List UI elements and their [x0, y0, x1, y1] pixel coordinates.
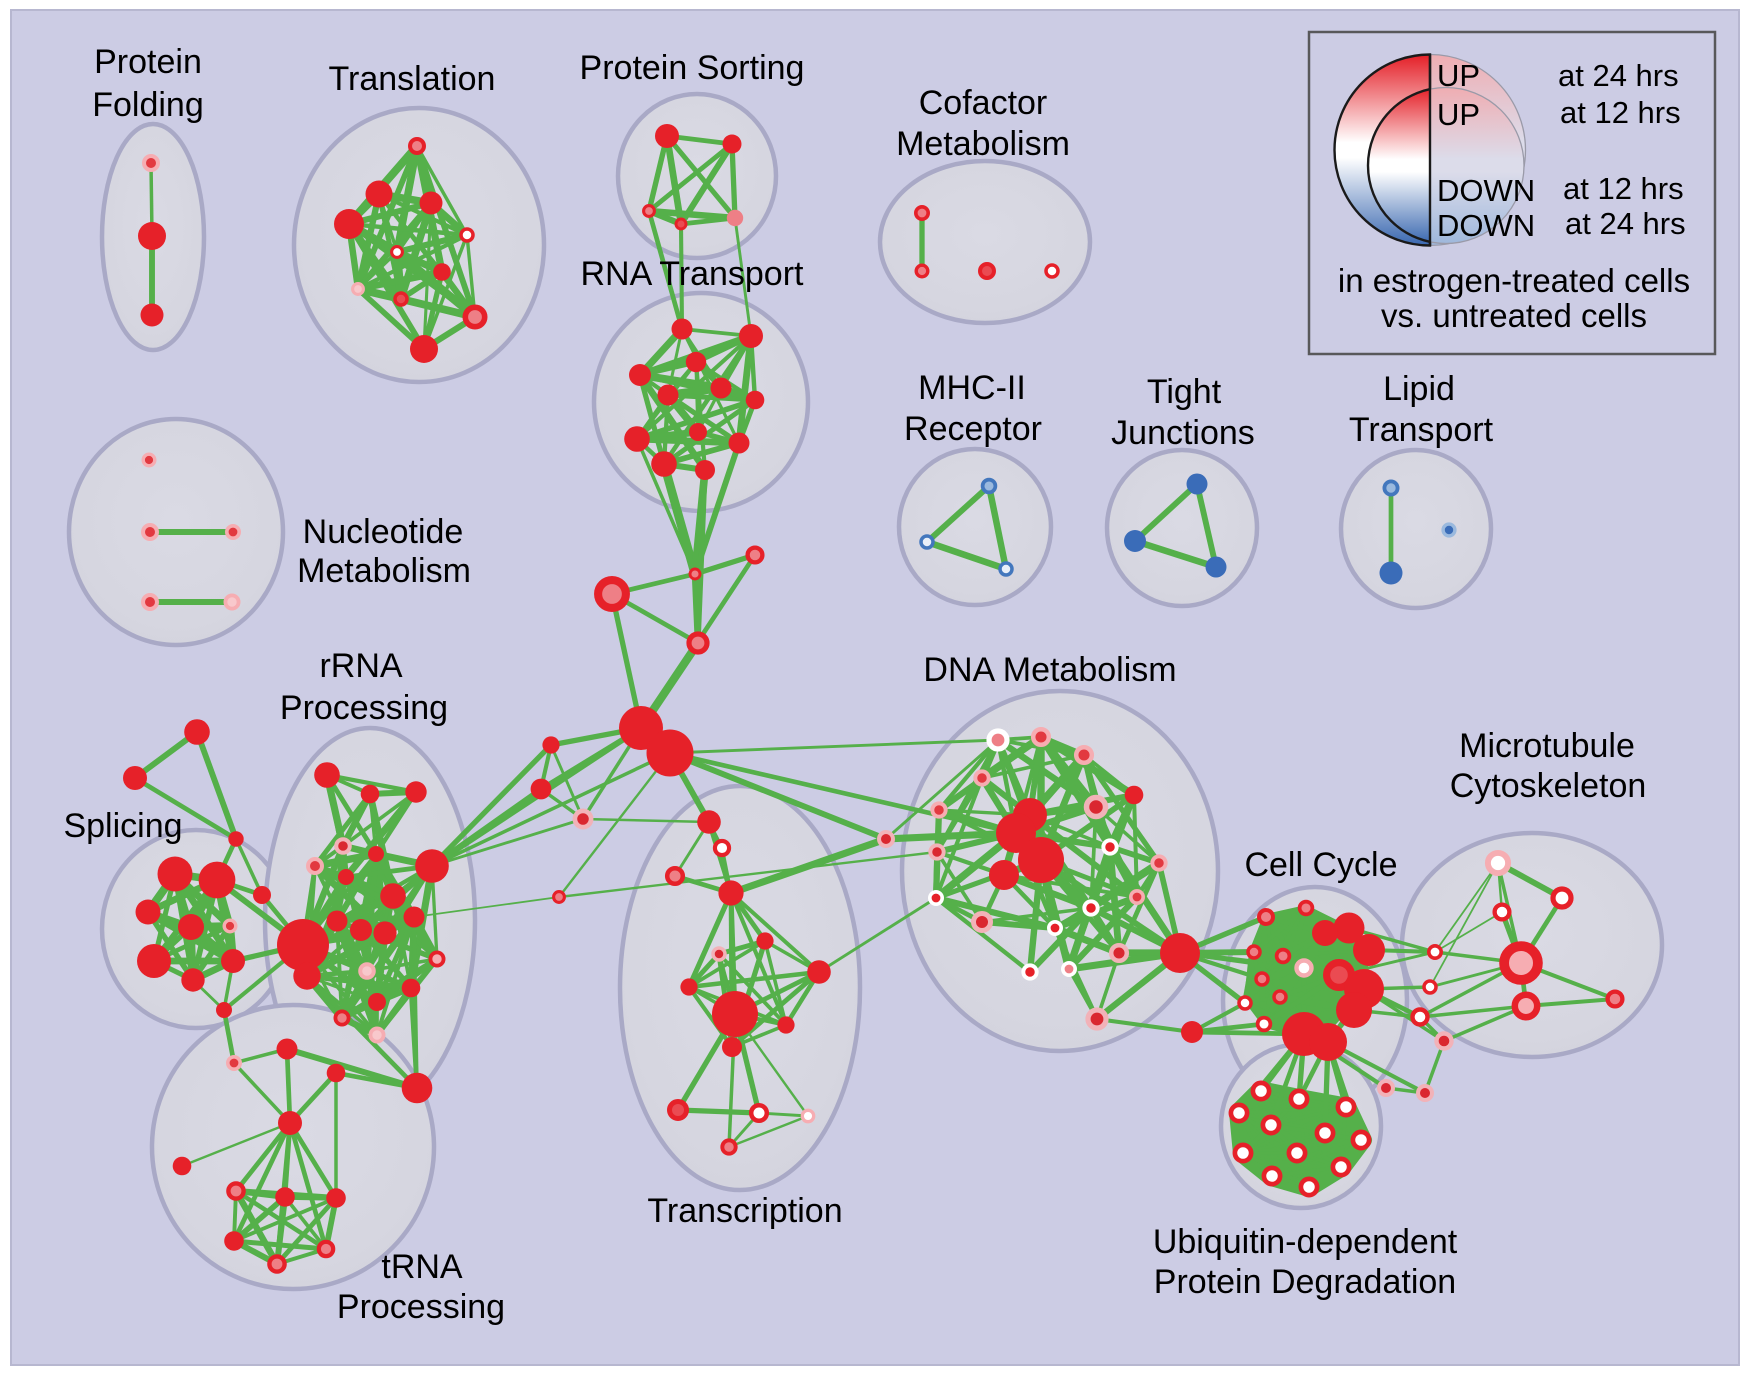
svg-text:Processing: Processing — [337, 1288, 505, 1326]
svg-text:at 24 hrs: at 24 hrs — [1558, 58, 1679, 93]
svg-text:Junctions: Junctions — [1111, 414, 1255, 452]
svg-text:Transport: Transport — [1349, 411, 1494, 449]
svg-text:RNA Transport: RNA Transport — [581, 255, 805, 293]
svg-text:DOWN: DOWN — [1437, 173, 1535, 208]
svg-text:at 12 hrs: at 12 hrs — [1563, 171, 1684, 206]
svg-text:Transcription: Transcription — [647, 1192, 842, 1230]
svg-text:Processing: Processing — [280, 689, 448, 727]
svg-text:in estrogen-treated cells: in estrogen-treated cells — [1338, 262, 1690, 299]
svg-text:at 12 hrs: at 12 hrs — [1560, 95, 1681, 130]
svg-text:Splicing: Splicing — [63, 807, 182, 845]
svg-text:Receptor: Receptor — [904, 410, 1042, 448]
svg-text:Cofactor: Cofactor — [919, 84, 1048, 122]
svg-text:Tight: Tight — [1147, 373, 1222, 411]
svg-text:Ubiquitin-dependent: Ubiquitin-dependent — [1153, 1223, 1458, 1261]
svg-text:at 24 hrs: at 24 hrs — [1565, 206, 1686, 241]
svg-text:Metabolism: Metabolism — [297, 552, 471, 590]
svg-text:Lipid: Lipid — [1383, 370, 1455, 408]
svg-text:Cytoskeleton: Cytoskeleton — [1450, 767, 1647, 805]
svg-text:tRNA: tRNA — [381, 1248, 463, 1286]
svg-text:UP: UP — [1437, 58, 1480, 93]
svg-text:MHC-II: MHC-II — [918, 369, 1026, 407]
svg-text:Protein: Protein — [94, 43, 202, 81]
svg-text:Microtubule: Microtubule — [1459, 727, 1635, 765]
svg-text:Metabolism: Metabolism — [896, 125, 1070, 163]
svg-text:Protein Degradation: Protein Degradation — [1154, 1263, 1456, 1301]
svg-text:DOWN: DOWN — [1437, 208, 1535, 243]
svg-text:Protein Sorting: Protein Sorting — [580, 49, 805, 87]
svg-text:Cell Cycle: Cell Cycle — [1244, 846, 1397, 884]
svg-text:vs. untreated cells: vs. untreated cells — [1381, 297, 1647, 334]
svg-text:rRNA: rRNA — [319, 647, 402, 685]
svg-text:DNA Metabolism: DNA Metabolism — [923, 651, 1176, 689]
svg-text:UP: UP — [1437, 97, 1480, 132]
svg-text:Folding: Folding — [92, 86, 204, 124]
svg-text:Nucleotide: Nucleotide — [303, 513, 464, 551]
svg-text:Translation: Translation — [329, 60, 496, 98]
